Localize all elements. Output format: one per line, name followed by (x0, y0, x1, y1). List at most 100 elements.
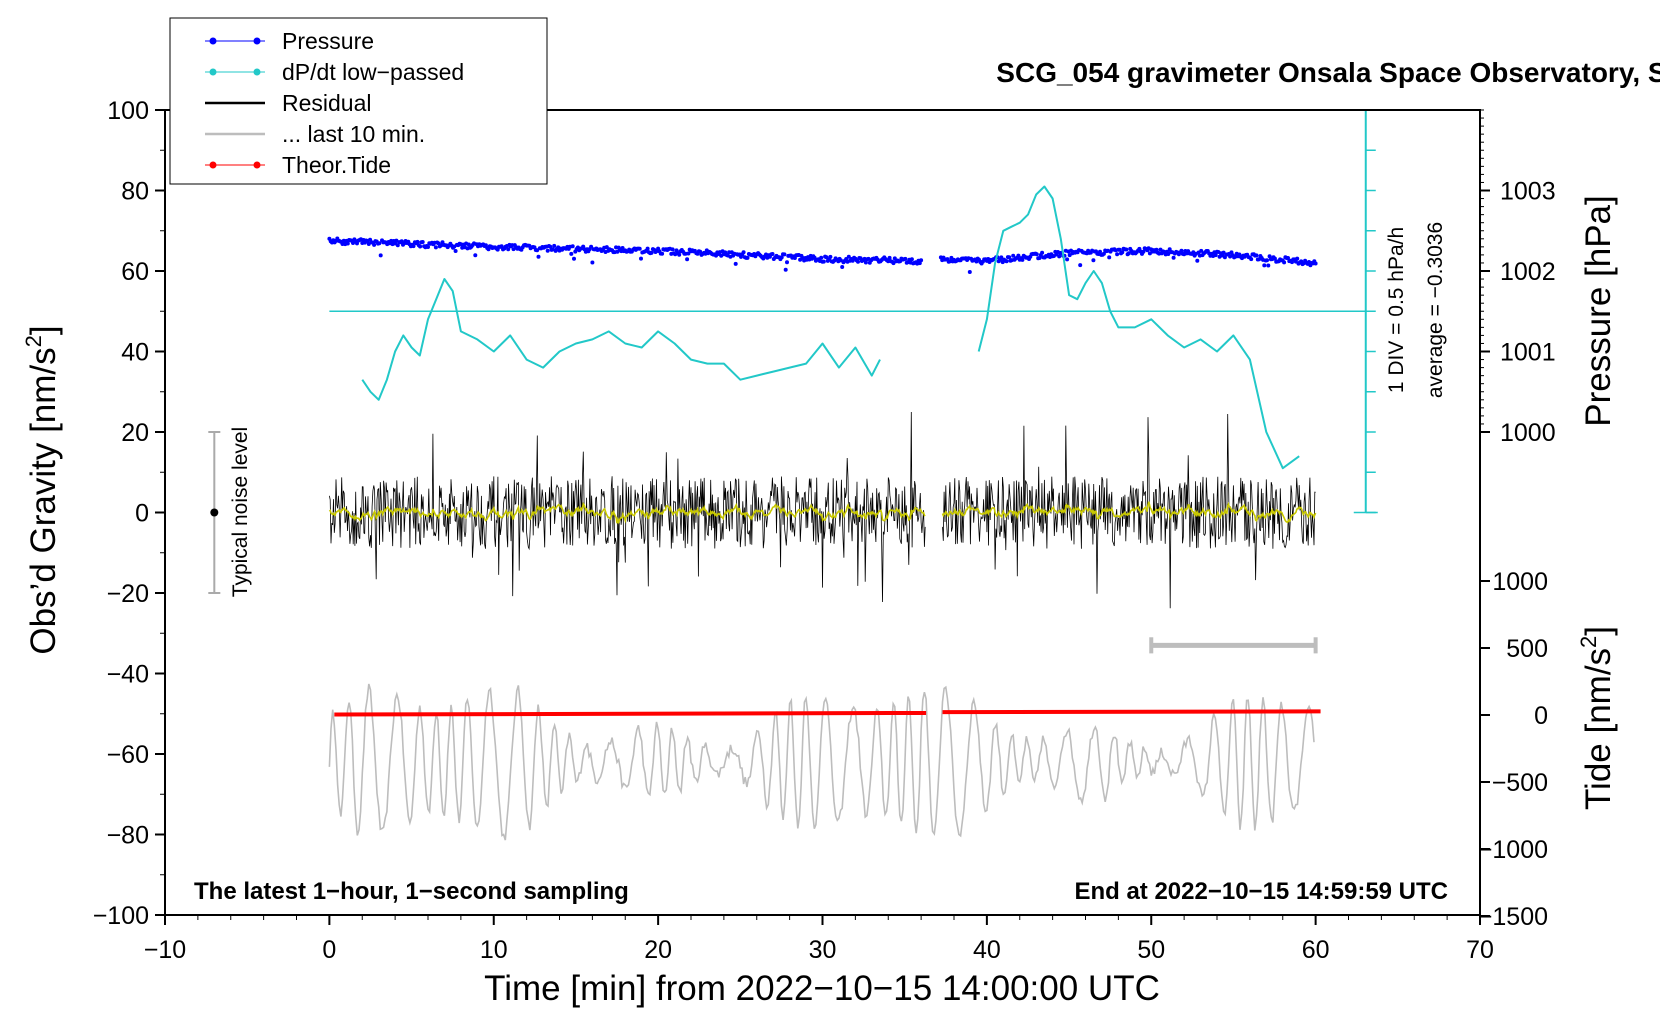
pressure-tick-label: 1003 (1500, 178, 1556, 206)
y-tick-label: −60 (107, 741, 149, 769)
pressure-tick-label: 1002 (1500, 258, 1556, 286)
pressure-point (770, 252, 775, 256)
plot-frame (164, 109, 1481, 916)
axis-layer: −10 0 10 20 30 40 50 60 70100806040200−20−40−60−… (93, 97, 1556, 964)
pressure-point (395, 243, 400, 248)
y-tick-label: 100 (107, 97, 149, 125)
pressure-point (569, 251, 574, 256)
pressure-point (782, 252, 787, 257)
pressure-point (828, 254, 833, 259)
pressure-point (649, 250, 654, 255)
legend-label: Residual (282, 90, 372, 116)
residual-series (942, 413, 1316, 609)
x-tick-label: −10 (144, 936, 186, 964)
y-tick-label: −80 (107, 822, 149, 850)
legend-item: dP/dt low−passed (205, 59, 464, 85)
pressure-point (1179, 248, 1184, 253)
pressure-point (345, 241, 350, 246)
pressure-point (840, 265, 845, 269)
pressure-series (938, 246, 1318, 274)
pressure-point (856, 259, 860, 264)
pressure-point (1007, 255, 1012, 260)
pressure-point (1101, 251, 1106, 256)
x-tick-label: 20 (644, 936, 672, 964)
pressure-point (1195, 258, 1200, 263)
pressure-point (548, 244, 553, 249)
tide-tick-label: 1000 (1492, 568, 1548, 596)
pressure-point (1267, 254, 1272, 259)
y-axis-label: Obs’d Gravity [nm/s2] (21, 325, 63, 654)
y-tick-label: −40 (107, 661, 149, 689)
pressure-point (1004, 259, 1009, 264)
pressure-point (645, 246, 650, 251)
pressure-point (1115, 252, 1120, 257)
plot-layer (208, 109, 1378, 841)
legend-item: Pressure (205, 28, 374, 54)
pressure-point (590, 260, 595, 265)
pressure-point (1249, 257, 1254, 262)
y-tick-label: 80 (121, 178, 149, 206)
pressure-point (863, 260, 868, 265)
pressure-point (426, 245, 430, 249)
pressure-point (1199, 248, 1204, 253)
legend-marker (209, 161, 217, 169)
end-time-note: End at 2022−10−15 14:59:59 UTC (1074, 878, 1448, 905)
pressure-point (741, 250, 746, 255)
pressure-point (637, 246, 642, 251)
legend-label: ... last 10 min. (282, 121, 425, 147)
noise-dot (210, 508, 219, 517)
pressure-point (639, 256, 643, 261)
tide-series (334, 710, 927, 717)
pressure-point (506, 247, 511, 252)
pressure-point (745, 255, 750, 260)
pressure-point (909, 257, 914, 262)
pressure-point (1154, 247, 1159, 252)
x-tick-label: 70 (1466, 936, 1494, 964)
dpdt-series (361, 278, 881, 401)
residual-series (329, 411, 926, 603)
legend-item: Residual (205, 90, 372, 116)
pressure-point (846, 254, 851, 259)
pressure-point (420, 240, 425, 244)
pressure-point (1295, 256, 1300, 261)
pressure-point (372, 242, 377, 247)
pressure-point (415, 239, 420, 244)
tide-tick-label: 500 (1506, 635, 1548, 663)
pressure-point (1120, 250, 1125, 255)
legend-marker (253, 161, 261, 169)
pressure-point (1124, 247, 1129, 252)
pressure-point (1078, 263, 1083, 268)
pressure-point (1254, 253, 1259, 258)
pressure-point (783, 267, 788, 272)
pressure-point (685, 257, 690, 262)
pressure-point (1037, 256, 1042, 260)
legend-marker (209, 37, 217, 45)
pressure-tick-label: 1001 (1500, 339, 1556, 367)
tide-tick-label: −1000 (1478, 836, 1548, 864)
y-tick-label: −20 (107, 580, 149, 608)
x-tick-label: 40 (973, 936, 1001, 964)
y-tick-label: 60 (121, 258, 149, 286)
pressure-point (1117, 247, 1122, 252)
pressure-point (411, 244, 416, 249)
pressure-point (499, 244, 504, 249)
pressure-point (660, 251, 665, 256)
tide-series (942, 709, 1321, 715)
pressure-point (1213, 253, 1218, 258)
pressure-point (919, 258, 924, 263)
pressure-point (486, 247, 491, 252)
pressure-tick-label: 1000 (1500, 419, 1556, 447)
tide-tick-label: −1500 (1478, 903, 1548, 931)
y-tick-label: −100 (93, 902, 149, 930)
pressure-point (589, 244, 594, 249)
x-tick-label: 50 (1137, 936, 1165, 964)
tide-axis-label: Tide [nm/s2] (1576, 626, 1618, 810)
legend-marker (209, 68, 217, 76)
y-tick-label: 20 (121, 419, 149, 447)
x-tick-label: 30 (809, 936, 837, 964)
legend-label: Theor.Tide (282, 152, 391, 178)
legend-items: Pressure dP/dt low−passed Residual ... last… (205, 28, 464, 178)
pressure-point (1141, 249, 1146, 254)
pressure-point (1286, 256, 1290, 260)
pressure-point (1091, 258, 1096, 263)
